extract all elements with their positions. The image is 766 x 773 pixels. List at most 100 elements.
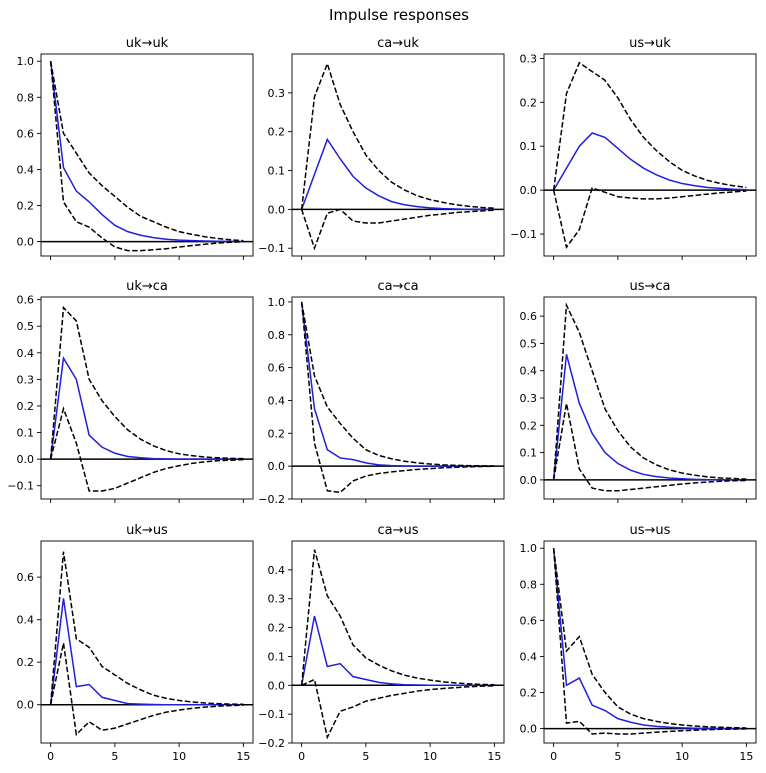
subplot-9: us→us 0.0 0.2 0.4 0.6 0.8 1.0 0 5 10 15 [520,523,757,763]
y-tick-label: −0.1 [258,708,285,721]
subplot-title: uk→ca [126,279,168,294]
y-tick-label: 0.6 [17,127,35,140]
x-tick-label: 5 [111,750,118,763]
axes-frame [291,296,505,500]
figure-title: Impulse responses [329,6,469,24]
lower-band-line [49,406,244,492]
lower-band-line [49,642,244,737]
axes-frame [40,540,254,744]
y-tick-label: 0.4 [17,163,35,176]
axes-frame [40,296,254,500]
subplot-4: uk→ca −0.1 0.0 0.1 0.2 0.3 0.4 0.5 0.6 [7,279,254,503]
axes-frame [543,53,757,257]
y-tick-label: 0.6 [520,614,538,627]
subplot-6: us→ca 0.0 0.1 0.2 0.3 0.4 0.5 0.6 [520,279,757,503]
y-tick-label: −0.2 [258,737,285,750]
response-line [300,301,495,467]
lower-band-line [552,548,747,735]
x-tick-label: 10 [423,750,437,763]
upper-band-line [49,551,244,706]
y-tick-label: 0.4 [17,347,35,360]
lower-band-line [300,208,495,251]
response-line [300,137,495,211]
lower-band-line [301,678,495,740]
y-tick-label: 0.2 [520,687,538,700]
y-tick-label: 0.2 [17,200,35,213]
x-tick-label: 0 [298,750,305,763]
y-tick-label: 0.0 [17,699,35,712]
axes-frame [291,53,505,257]
y-tick-label: 0.8 [520,578,538,591]
y-tick-label: 0.2 [17,400,35,413]
y-tick-label: 1.0 [268,296,286,309]
subplot-title: us→ca [629,279,670,294]
y-tick-label: 0.1 [520,140,538,153]
y-tick-label: 0.3 [268,593,286,606]
y-tick-label: 0.4 [520,650,538,663]
y-tick-label: 0.0 [17,236,35,249]
y-tick-label: −0.1 [258,242,285,255]
y-tick-label: 0.5 [17,320,35,333]
y-tick-label: 0.3 [268,87,286,100]
upper-band-line [300,61,495,210]
y-tick-label: 0.0 [268,203,286,216]
upper-band-line [300,301,495,467]
y-tick-label: 0.1 [268,165,286,178]
axes-frame [543,540,757,744]
subplot-2: ca→uk −0.1 0.0 0.1 0.2 0.3 [258,36,505,260]
y-tick-label: 0.2 [268,126,286,139]
y-tick-label: −0.1 [510,228,537,241]
upper-band-line [49,61,244,242]
subplot-7: uk→us 0.0 0.2 0.4 0.6 0 5 10 15 [17,523,254,763]
y-tick-label: 0.1 [520,447,538,460]
upper-band-line [300,549,495,686]
subplot-5: ca→ca −0.2 0.0 0.2 0.4 0.6 0.8 1.0 [258,279,505,506]
subplot-title: ca→ca [377,279,418,294]
axes-frame [543,296,757,500]
upper-band-line [552,302,747,480]
y-tick-label: 0.4 [268,564,286,577]
subplot-8: ca→us −0.2 −0.1 0.0 0.1 0.2 0.3 0.4 0 5 10 15 [258,523,505,763]
axes-frame [40,53,254,257]
response-line [300,615,495,687]
x-tick-label: 10 [172,750,186,763]
y-tick-label: 1.0 [520,542,538,555]
subplot-title: uk→us [126,523,168,538]
x-tick-label: 10 [675,750,689,763]
x-tick-label: 5 [362,750,369,763]
lower-band-line [300,301,495,494]
response-line [49,598,244,706]
y-tick-label: 0.5 [520,337,538,350]
y-tick-label: 0.2 [520,419,538,432]
subplot-title: us→uk [629,36,671,51]
x-tick-label: 15 [487,750,501,763]
y-tick-label: 0.6 [17,294,35,307]
subplot-title: ca→uk [377,36,419,51]
y-tick-label: 0.0 [17,453,35,466]
y-tick-label: 0.1 [268,650,286,663]
response-line [552,548,747,730]
y-tick-label: 0.0 [520,474,538,487]
y-tick-label: 0.4 [520,365,538,378]
panel-grid: uk→uk 0.0 0.2 0.4 0.6 0.8 1.0 ca→uk −0.1 0.0 0.1 0.… [7,36,757,763]
y-tick-label: 0.4 [17,614,35,627]
y-tick-label: −0.1 [7,480,34,493]
y-tick-label: 0.1 [17,427,35,440]
y-tick-label: 0.0 [268,460,286,473]
lower-band-line [552,186,747,249]
y-tick-label: 0.6 [520,310,538,323]
subplot-title: us→us [630,523,671,538]
axes-frame [291,540,505,744]
lower-band-line [49,61,244,252]
subplot-title: ca→us [377,523,418,538]
x-tick-label: 15 [236,750,250,763]
y-tick-label: 0.2 [268,427,286,440]
subplot-3: us→uk −0.1 0.0 0.1 0.2 0.3 [510,36,757,260]
y-tick-label: 0.2 [268,622,286,635]
response-line [552,354,747,481]
x-tick-label: 0 [47,750,54,763]
response-line [49,355,244,460]
subplot-title: uk→uk [126,36,169,51]
subplot-1: uk→uk 0.0 0.2 0.4 0.6 0.8 1.0 [17,36,254,260]
